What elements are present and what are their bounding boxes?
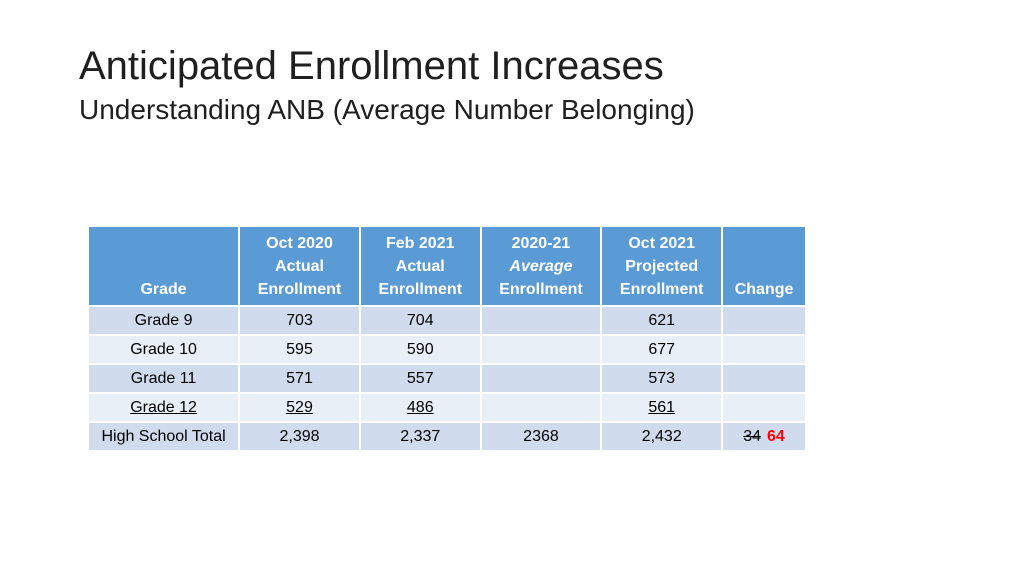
cell-grade: Grade 12 [86, 392, 241, 423]
table-row: Grade 12 529 486 561 [86, 392, 807, 423]
cell-feb2021: 486 [358, 392, 482, 423]
header-average: 2020-21 Average Enrollment [479, 225, 603, 307]
cell-oct2021: 677 [600, 334, 724, 365]
cell-average [479, 305, 603, 336]
table-row: Grade 11 571 557 573 [86, 363, 807, 394]
cell-average: 2368 [479, 421, 603, 452]
header-feb2021: Feb 2021 Actual Enrollment [358, 225, 482, 307]
header-change: Change [721, 225, 807, 307]
cell-grade: Grade 11 [86, 363, 241, 394]
cell-grade: Grade 10 [86, 334, 241, 365]
cell-oct2021: 561 [600, 392, 724, 423]
cell-oct2020: 529 [238, 392, 361, 423]
cell-change [721, 363, 807, 394]
cell-oct2020: 595 [238, 334, 361, 365]
change-new-value: 64 [767, 428, 785, 445]
cell-average [479, 392, 603, 423]
cell-oct2021: 621 [600, 305, 724, 336]
cell-average [479, 363, 603, 394]
table-header-row: Grade Oct 2020 Actual Enrollment Feb 202… [86, 225, 807, 307]
cell-grade: Grade 9 [86, 305, 241, 336]
header-oct2021: Oct 2021 Projected Enrollment [600, 225, 724, 307]
cell-oct2020: 703 [238, 305, 361, 336]
table-row-total: High School Total 2,398 2,337 2368 2,432… [86, 421, 807, 452]
table-row: Grade 10 595 590 677 [86, 334, 807, 365]
page-title: Anticipated Enrollment Increases [79, 44, 664, 88]
header-grade: Grade [86, 225, 241, 307]
cell-change: 34 64 [721, 421, 807, 452]
cell-feb2021: 590 [358, 334, 482, 365]
cell-grade: High School Total [86, 421, 241, 452]
cell-oct2020: 2,398 [238, 421, 361, 452]
change-old-value: 34 [743, 428, 762, 445]
cell-feb2021: 2,337 [358, 421, 482, 452]
cell-change [721, 392, 807, 423]
table-row: Grade 9 703 704 621 [86, 305, 807, 336]
cell-feb2021: 704 [358, 305, 482, 336]
cell-oct2020: 571 [238, 363, 361, 394]
cell-oct2021: 573 [600, 363, 724, 394]
cell-change [721, 334, 807, 365]
page-subtitle: Understanding ANB (Average Number Belong… [79, 94, 695, 125]
cell-change [721, 305, 807, 336]
cell-feb2021: 557 [358, 363, 482, 394]
header-oct2020: Oct 2020 Actual Enrollment [238, 225, 361, 307]
cell-oct2021: 2,432 [600, 421, 724, 452]
enrollment-table: Grade Oct 2020 Actual Enrollment Feb 202… [86, 225, 807, 452]
cell-average [479, 334, 603, 365]
